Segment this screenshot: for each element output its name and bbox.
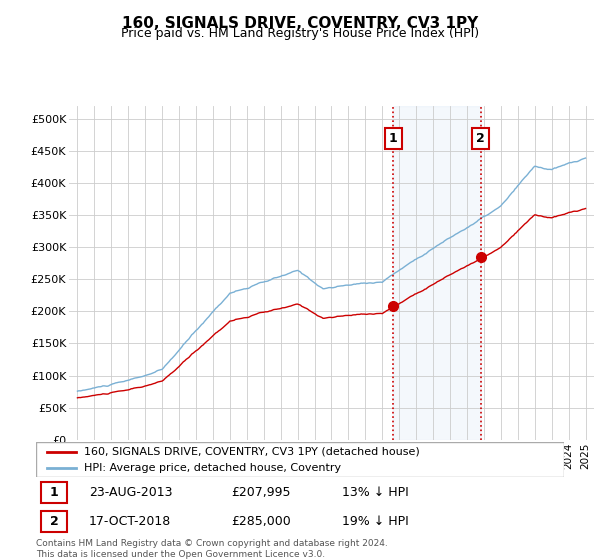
Text: £285,000: £285,000 [232,515,291,528]
Text: Price paid vs. HM Land Registry's House Price Index (HPI): Price paid vs. HM Land Registry's House … [121,27,479,40]
Text: 1: 1 [389,132,398,145]
Text: Contains HM Land Registry data © Crown copyright and database right 2024.
This d: Contains HM Land Registry data © Crown c… [36,539,388,559]
FancyBboxPatch shape [36,442,564,477]
Text: 160, SIGNALS DRIVE, COVENTRY, CV3 1PY: 160, SIGNALS DRIVE, COVENTRY, CV3 1PY [122,16,478,31]
Text: 2: 2 [50,515,58,528]
FancyBboxPatch shape [41,482,67,503]
Text: 13% ↓ HPI: 13% ↓ HPI [342,486,409,499]
Text: 2: 2 [476,132,485,145]
Text: 23-AUG-2013: 23-AUG-2013 [89,486,172,499]
Bar [394,106,481,440]
Text: 17-OCT-2018: 17-OCT-2018 [89,515,171,528]
FancyBboxPatch shape [41,511,67,531]
Text: 160, SIGNALS DRIVE, COVENTRY, CV3 1PY (detached house): 160, SIGNALS DRIVE, COVENTRY, CV3 1PY (d… [83,447,419,457]
Text: 19% ↓ HPI: 19% ↓ HPI [342,515,409,528]
Text: 1: 1 [50,486,58,499]
Text: £207,995: £207,995 [232,486,291,499]
Text: HPI: Average price, detached house, Coventry: HPI: Average price, detached house, Cove… [83,463,341,473]
